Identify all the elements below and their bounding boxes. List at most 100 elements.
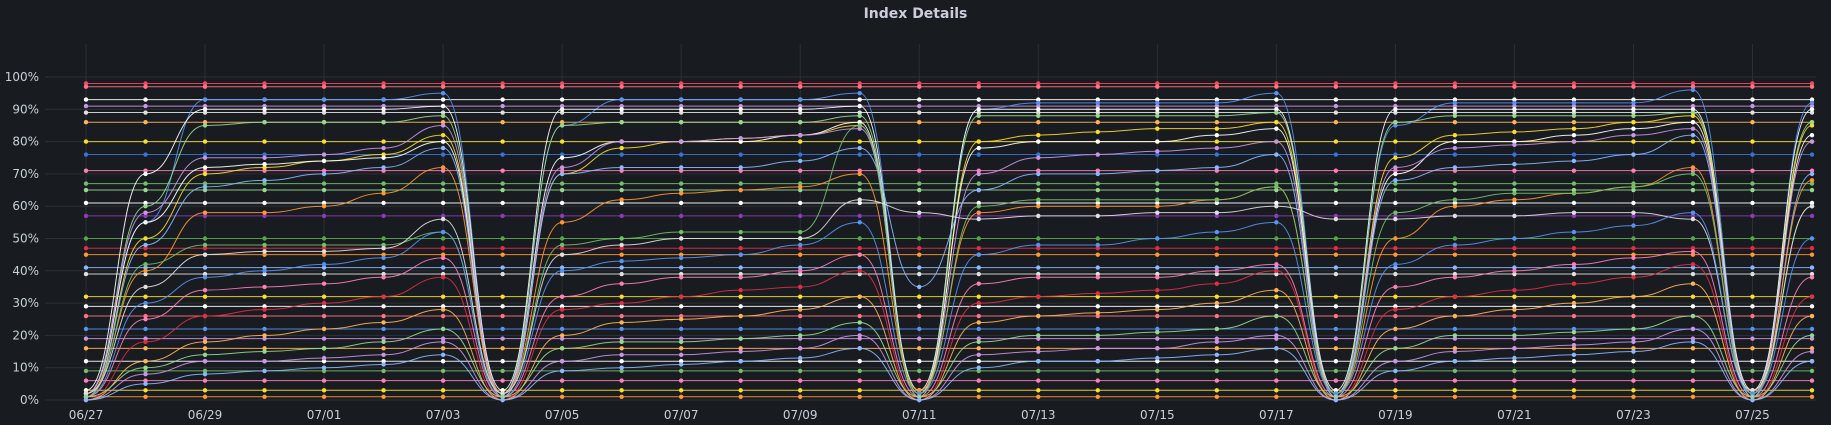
data-point[interactable] — [798, 388, 803, 393]
data-point[interactable] — [1750, 294, 1755, 299]
data-point[interactable] — [381, 168, 386, 173]
data-point[interactable] — [1750, 346, 1755, 351]
data-point[interactable] — [1095, 113, 1100, 118]
data-point[interactable] — [917, 271, 922, 277]
data-point[interactable] — [1095, 245, 1100, 251]
data-point[interactable] — [440, 339, 446, 345]
data-point[interactable] — [857, 265, 862, 270]
data-point[interactable] — [798, 326, 803, 332]
data-point[interactable] — [1690, 262, 1696, 267]
data-point[interactable] — [857, 81, 862, 86]
data-point[interactable] — [1512, 162, 1517, 167]
data-point[interactable] — [1214, 210, 1220, 215]
data-point[interactable] — [1155, 304, 1160, 309]
data-point[interactable] — [440, 213, 446, 219]
data-point[interactable] — [381, 181, 386, 186]
data-point[interactable] — [559, 294, 565, 299]
data-point[interactable] — [440, 103, 446, 109]
data-point[interactable] — [738, 394, 743, 399]
data-point[interactable] — [678, 326, 684, 332]
data-point[interactable] — [321, 304, 327, 309]
data-point[interactable] — [83, 187, 89, 193]
data-point[interactable] — [1512, 100, 1517, 106]
data-point[interactable] — [1036, 204, 1041, 209]
data-point[interactable] — [440, 236, 446, 241]
data-point[interactable] — [1333, 181, 1339, 186]
data-point[interactable] — [202, 326, 208, 332]
data-point[interactable] — [1571, 336, 1577, 341]
data-point[interactable] — [1809, 346, 1815, 351]
data-point[interactable] — [83, 81, 89, 86]
data-point[interactable] — [619, 213, 624, 219]
data-point[interactable] — [798, 120, 803, 125]
data-point[interactable] — [1809, 359, 1815, 364]
data-point[interactable] — [1333, 265, 1339, 270]
data-point[interactable] — [1809, 349, 1815, 354]
data-point[interactable] — [857, 145, 862, 151]
data-point[interactable] — [143, 110, 148, 115]
data-point[interactable] — [1452, 152, 1458, 157]
data-point[interactable] — [1214, 336, 1220, 341]
data-point[interactable] — [1095, 333, 1100, 338]
data-point[interactable] — [1452, 368, 1458, 374]
data-point[interactable] — [798, 245, 803, 251]
data-point[interactable] — [1393, 213, 1398, 219]
data-point[interactable] — [1512, 191, 1517, 196]
data-point[interactable] — [321, 213, 327, 219]
data-point[interactable] — [1452, 139, 1458, 144]
data-point[interactable] — [321, 378, 327, 383]
data-point[interactable] — [381, 362, 386, 367]
data-point[interactable] — [559, 346, 565, 351]
data-point[interactable] — [1214, 359, 1220, 364]
data-point[interactable] — [857, 313, 862, 319]
data-point[interactable] — [1690, 378, 1696, 383]
data-point[interactable] — [798, 110, 803, 115]
data-point[interactable] — [1452, 271, 1458, 277]
data-point[interactable] — [1036, 181, 1041, 186]
data-point[interactable] — [619, 294, 624, 299]
data-point[interactable] — [1333, 252, 1339, 257]
data-point[interactable] — [1631, 126, 1636, 131]
data-point[interactable] — [1274, 204, 1279, 209]
data-point[interactable] — [857, 388, 862, 393]
data-point[interactable] — [678, 191, 684, 196]
data-point[interactable] — [857, 336, 862, 341]
data-point[interactable] — [976, 326, 981, 332]
data-point[interactable] — [798, 242, 803, 248]
data-point[interactable] — [798, 236, 803, 241]
data-point[interactable] — [321, 171, 327, 177]
data-point[interactable] — [1571, 120, 1577, 125]
data-point[interactable] — [976, 313, 981, 319]
data-point[interactable] — [1571, 252, 1577, 257]
data-point[interactable] — [1809, 333, 1815, 338]
data-point[interactable] — [976, 339, 981, 345]
data-point[interactable] — [1750, 120, 1755, 125]
data-point[interactable] — [1809, 326, 1815, 332]
data-point[interactable] — [1214, 100, 1220, 106]
data-point[interactable] — [798, 284, 803, 290]
data-point[interactable] — [976, 120, 981, 125]
data-point[interactable] — [1690, 152, 1696, 157]
data-point[interactable] — [738, 336, 743, 341]
data-point[interactable] — [1214, 110, 1220, 115]
data-point[interactable] — [678, 152, 684, 157]
data-point[interactable] — [1631, 100, 1636, 106]
data-point[interactable] — [1155, 149, 1160, 154]
data-point[interactable] — [321, 336, 327, 341]
data-point[interactable] — [559, 326, 565, 332]
data-point[interactable] — [1571, 84, 1577, 89]
data-point[interactable] — [1036, 304, 1041, 309]
data-point[interactable] — [202, 394, 208, 399]
data-point[interactable] — [917, 284, 922, 290]
data-point[interactable] — [1155, 110, 1160, 115]
data-point[interactable] — [678, 275, 684, 280]
data-point[interactable] — [1452, 349, 1458, 354]
data-point[interactable] — [738, 165, 743, 170]
data-point[interactable] — [1214, 120, 1220, 125]
data-point[interactable] — [1809, 123, 1815, 128]
data-point[interactable] — [1571, 181, 1577, 186]
data-point[interactable] — [1274, 84, 1279, 89]
data-point[interactable] — [440, 200, 446, 206]
data-point[interactable] — [1214, 368, 1220, 374]
data-point[interactable] — [1750, 378, 1755, 383]
